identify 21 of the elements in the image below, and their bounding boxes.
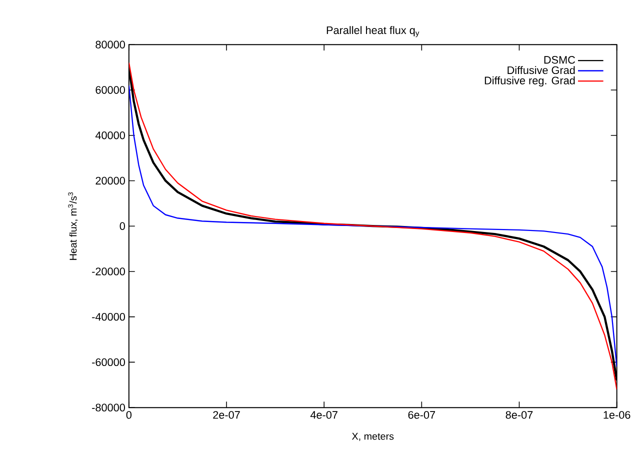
- legend-label: Diffusive Grad: [508, 66, 575, 74]
- y-tick-label: 40000: [95, 132, 125, 140]
- y-tick-label: -80000: [92, 404, 125, 412]
- legend-label: Diffusive reg. Grad: [484, 76, 575, 87]
- legend-label: DSMC: [544, 56, 576, 64]
- y-tick-label: -40000: [92, 312, 125, 321]
- y-tick-label: 20000: [96, 176, 125, 185]
- y-tick-label: -20000: [92, 268, 125, 276]
- x-tick-label: 1e-06: [604, 411, 630, 419]
- x-tick-label: 0: [126, 411, 132, 419]
- y-tick-label: 80000: [96, 40, 125, 48]
- y-tick-label: 0: [120, 222, 125, 230]
- x-tick-label: 6e-07: [408, 411, 436, 419]
- y-axis-title: Heat flux, m$^{3}$/s$^{3}$: [68, 192, 78, 260]
- x-tick-label: 4e-07: [310, 411, 338, 419]
- x-axis-title: X, meters: [352, 432, 394, 441]
- x-tick-label: 8e-07: [506, 411, 533, 419]
- y-tick-label: -60000: [92, 358, 125, 366]
- chart-title: Parallel heat flux q$_{y}$: [326, 26, 420, 38]
- x-tick-label: 2e-07: [213, 411, 240, 419]
- y-tick-label: 60000: [96, 86, 125, 94]
